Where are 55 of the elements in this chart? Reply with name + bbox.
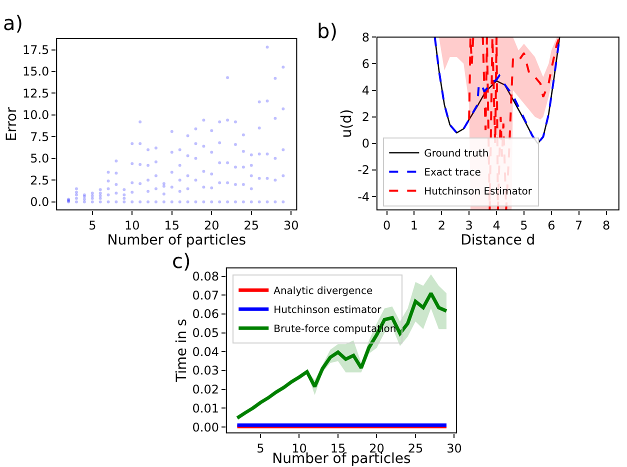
x-tick-label: 5 [88,218,96,232]
y-tick-label: 0.06 [192,307,220,322]
y-axis-title: u(d) [339,109,356,138]
x-tick-label: 7 [575,218,583,232]
y-tick-label: 0 [362,136,370,151]
y-tick-label: 5.0 [30,152,50,166]
y-tick-label: 8 [362,30,370,44]
y-tick-label: 12.5 [22,86,50,100]
y-tick-label: 0.05 [192,326,220,340]
legend-label: Hutchinson estimator [274,305,382,316]
x-tick-label: 25 [244,218,260,232]
y-tick-label: 10.0 [22,108,50,122]
y-tick-label: 4 [362,83,370,98]
y-axis-title: Time in s [174,318,190,383]
y-tick-label: 0.04 [192,344,220,359]
y-tick-label: 0.02 [192,382,220,397]
y-axis-title: Error [4,106,20,142]
chart-title: c) [172,249,191,273]
x-tick-label: 4 [492,218,500,232]
legend-label: Hutchinson Estimator [424,186,533,198]
y-tick-label: 7.5 [30,130,50,144]
x-tick-label: 15 [164,218,180,232]
x-tick-label: 30 [446,441,462,456]
x-tick-label: 2 [438,218,446,232]
x-tick-label: 6 [548,218,556,232]
x-tick-label: 8 [602,218,610,232]
x-tick-label: 1 [410,218,418,232]
y-tick-label: 2 [362,110,370,124]
x-tick-label: 20 [204,218,220,232]
y-tick-label: -4 [358,190,370,204]
y-tick-label: 2.5 [30,173,50,188]
x-tick-label: 0 [382,218,391,232]
x-tick-label: 25 [408,441,424,456]
y-tick-label: 15.0 [22,64,50,79]
y-tick-label: -2 [358,163,370,178]
x-tick-label: 30 [283,218,299,232]
chart-title: b) [317,19,338,43]
chart-title: a) [3,11,24,35]
x-tick-label: 5 [520,218,528,232]
y-tick-label: 6 [362,56,370,71]
legend-label: Analytic divergence [274,286,373,298]
y-tick-label: 0.01 [192,401,220,416]
y-tick-label: 0.00 [192,420,220,434]
x-tick-label: 5 [256,441,264,456]
y-tick-label: 0.0 [30,195,50,210]
legend-label: Exact trace [424,168,481,179]
y-tick-label: 0.07 [192,288,220,302]
x-tick-label: 10 [124,218,140,232]
y-tick-label: 0.03 [192,364,220,378]
x-axis-title: Number of particles [107,232,246,248]
x-tick-label: 3 [465,218,473,232]
y-tick-label: 0.08 [192,270,220,284]
y-tick-label: 17.5 [22,42,50,57]
x-axis-title: Distance d [460,232,536,248]
legend-label: Ground truth [424,148,489,160]
